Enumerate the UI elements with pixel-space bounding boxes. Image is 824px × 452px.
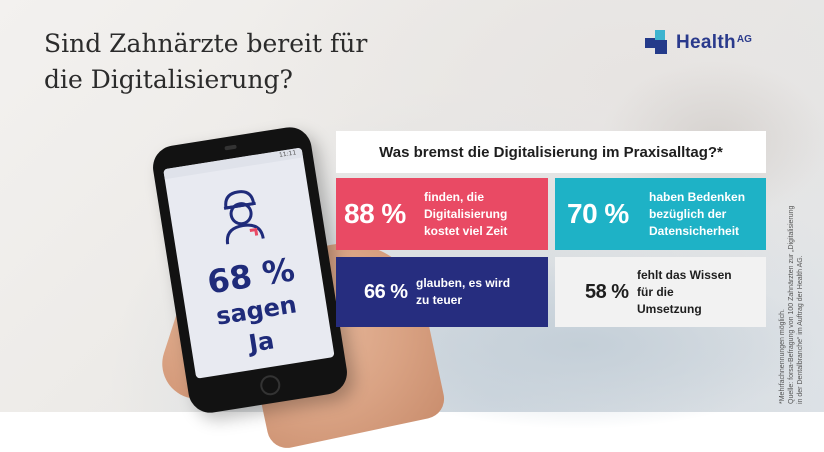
stat-text: fehlt das Wissen für die Umsetzung bbox=[637, 267, 732, 316]
stat-card-cost: 66 % glauben, es wird zu teuer bbox=[336, 257, 548, 327]
stat-card-time: 88 % finden, die Digitalisierung kostet … bbox=[336, 178, 548, 250]
stat-card-security: 70 % haben Bedenken bezüglich der Datens… bbox=[555, 178, 766, 250]
home-button-icon bbox=[258, 373, 282, 397]
logo-suffix: AG bbox=[736, 33, 752, 45]
dentist-icon bbox=[223, 190, 265, 245]
question-heading: Was bremst die Digitalisierung im Praxis… bbox=[336, 131, 766, 173]
title-line-1: Sind Zahnärzte bereit für bbox=[44, 29, 368, 58]
source-footnote: *Mehrfachnennungen möglich. Quelle: fors… bbox=[778, 104, 805, 404]
footnote-line-3: in der Dentalbranche“ im Auftrag der Hea… bbox=[797, 255, 804, 404]
stat-text: haben Bedenken bezüglich der Datensicher… bbox=[649, 189, 746, 238]
stat-text: finden, die Digitalisierung kostet viel … bbox=[424, 189, 508, 238]
stat-percent: 58 % bbox=[585, 280, 629, 303]
phone-screen: 11:11 68 % sagen Ja bbox=[163, 147, 335, 379]
footnote-line-2: Quelle: forsa-Befragung von 100 Zahnärzt… bbox=[788, 205, 795, 404]
stat-percent: 70 % bbox=[567, 198, 629, 229]
title-line-2: die Digitalisierung? bbox=[44, 65, 293, 94]
stat-percent: 88 % bbox=[344, 198, 406, 229]
logo-name: Health bbox=[676, 32, 736, 53]
status-bar: 11:11 bbox=[163, 147, 304, 180]
camera-icon bbox=[224, 144, 237, 151]
stat-percent: 66 % bbox=[364, 280, 408, 303]
stat-card-knowledge: 58 % fehlt das Wissen für die Umsetzung bbox=[555, 257, 766, 327]
page-title: Sind Zahnärzte bereit für die Digitalisi… bbox=[44, 26, 424, 98]
footnote-line-1: *Mehrfachnennungen möglich. bbox=[779, 309, 786, 404]
smartphone: 11:11 68 % sagen Ja bbox=[149, 124, 351, 416]
stat-text: glauben, es wird zu teuer bbox=[416, 276, 511, 307]
logo-mark-icon bbox=[645, 30, 671, 56]
health-ag-logo: Health AG bbox=[645, 30, 752, 56]
